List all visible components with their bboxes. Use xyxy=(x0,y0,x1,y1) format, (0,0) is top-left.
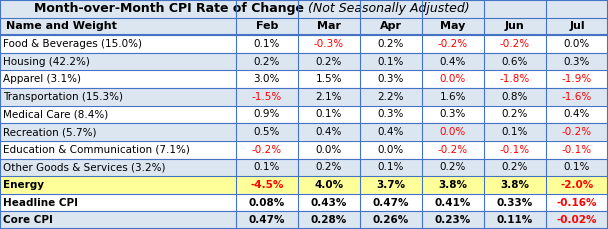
Text: Housing (42.2%): Housing (42.2%) xyxy=(3,57,90,67)
Bar xyxy=(0,53,608,71)
Text: 0.4%: 0.4% xyxy=(316,127,342,137)
Text: -0.3%: -0.3% xyxy=(314,39,344,49)
Text: May: May xyxy=(440,22,466,31)
Text: 0.3%: 0.3% xyxy=(378,74,404,84)
Text: 0.0%: 0.0% xyxy=(440,127,466,137)
Text: -4.5%: -4.5% xyxy=(250,180,283,190)
Text: -1.6%: -1.6% xyxy=(562,92,592,102)
Text: 0.2%: 0.2% xyxy=(378,39,404,49)
Text: -0.16%: -0.16% xyxy=(557,198,597,207)
Text: 0.0%: 0.0% xyxy=(440,74,466,84)
Text: 0.1%: 0.1% xyxy=(316,109,342,120)
Text: 0.4%: 0.4% xyxy=(378,127,404,137)
Text: Medical Care (8.4%): Medical Care (8.4%) xyxy=(3,109,108,120)
Text: 1.5%: 1.5% xyxy=(316,74,342,84)
Text: 2.2%: 2.2% xyxy=(378,92,404,102)
Text: Headline CPI: Headline CPI xyxy=(3,198,78,207)
Text: 0.8%: 0.8% xyxy=(502,92,528,102)
Bar xyxy=(0,88,608,106)
Bar xyxy=(0,35,608,53)
Text: -0.2%: -0.2% xyxy=(438,39,468,49)
Text: 0.1%: 0.1% xyxy=(378,57,404,67)
Text: Apparel (3.1%): Apparel (3.1%) xyxy=(3,74,81,84)
Text: -0.02%: -0.02% xyxy=(557,215,597,225)
Text: 0.47%: 0.47% xyxy=(249,215,285,225)
Bar xyxy=(0,71,608,88)
Text: 0.6%: 0.6% xyxy=(502,57,528,67)
Text: -2.0%: -2.0% xyxy=(561,180,593,190)
Text: 2.1%: 2.1% xyxy=(316,92,342,102)
Bar xyxy=(0,211,608,229)
Text: 1.6%: 1.6% xyxy=(440,92,466,102)
Text: 0.2%: 0.2% xyxy=(502,109,528,120)
Text: 0.08%: 0.08% xyxy=(249,198,285,207)
Text: 0.43%: 0.43% xyxy=(311,198,347,207)
Text: -1.8%: -1.8% xyxy=(500,74,530,84)
Text: Energy: Energy xyxy=(3,180,44,190)
Text: 3.8%: 3.8% xyxy=(500,180,530,190)
Text: 0.1%: 0.1% xyxy=(254,39,280,49)
Text: 0.3%: 0.3% xyxy=(378,109,404,120)
Text: Recreation (5.7%): Recreation (5.7%) xyxy=(3,127,97,137)
Text: 0.2%: 0.2% xyxy=(316,162,342,172)
Text: 0.9%: 0.9% xyxy=(254,109,280,120)
Bar xyxy=(0,18,608,35)
Text: 3.8%: 3.8% xyxy=(438,180,468,190)
Bar xyxy=(0,158,608,176)
Text: -1.5%: -1.5% xyxy=(252,92,282,102)
Text: -0.2%: -0.2% xyxy=(562,127,592,137)
Text: -0.2%: -0.2% xyxy=(500,39,530,49)
Bar xyxy=(0,176,608,194)
Text: -0.1%: -0.1% xyxy=(500,145,530,155)
Text: 0.3%: 0.3% xyxy=(564,57,590,67)
Text: 0.28%: 0.28% xyxy=(311,215,347,225)
Text: Education & Communication (7.1%): Education & Communication (7.1%) xyxy=(3,145,190,155)
Text: 0.2%: 0.2% xyxy=(502,162,528,172)
Text: 0.0%: 0.0% xyxy=(316,145,342,155)
Text: Jul: Jul xyxy=(569,22,585,31)
Text: 0.0%: 0.0% xyxy=(378,145,404,155)
Text: 0.2%: 0.2% xyxy=(254,57,280,67)
Bar xyxy=(0,194,608,211)
Text: 0.4%: 0.4% xyxy=(564,109,590,120)
Text: 0.2%: 0.2% xyxy=(316,57,342,67)
Text: 0.23%: 0.23% xyxy=(435,215,471,225)
Text: 0.33%: 0.33% xyxy=(497,198,533,207)
Text: 0.11%: 0.11% xyxy=(497,215,533,225)
Text: 0.3%: 0.3% xyxy=(440,109,466,120)
Text: -0.2%: -0.2% xyxy=(438,145,468,155)
Text: 4.0%: 4.0% xyxy=(314,180,344,190)
Text: Other Goods & Services (3.2%): Other Goods & Services (3.2%) xyxy=(3,162,165,172)
Text: 0.1%: 0.1% xyxy=(502,127,528,137)
Text: -0.2%: -0.2% xyxy=(252,145,282,155)
Text: Food & Beverages (15.0%): Food & Beverages (15.0%) xyxy=(3,39,142,49)
Bar xyxy=(0,0,608,18)
Text: 0.4%: 0.4% xyxy=(440,57,466,67)
Bar xyxy=(0,106,608,123)
Text: Month-over-Month CPI Rate of Change: Month-over-Month CPI Rate of Change xyxy=(34,2,304,15)
Text: Mar: Mar xyxy=(317,22,341,31)
Text: (Not Seasonally Adjusted): (Not Seasonally Adjusted) xyxy=(304,2,469,15)
Text: 0.41%: 0.41% xyxy=(435,198,471,207)
Text: Jun: Jun xyxy=(505,22,525,31)
Text: Core CPI: Core CPI xyxy=(3,215,53,225)
Text: Feb: Feb xyxy=(255,22,278,31)
Text: -0.1%: -0.1% xyxy=(562,145,592,155)
Text: 3.0%: 3.0% xyxy=(254,74,280,84)
Text: 0.0%: 0.0% xyxy=(564,39,590,49)
Text: Transportation (15.3%): Transportation (15.3%) xyxy=(3,92,123,102)
Text: 0.1%: 0.1% xyxy=(564,162,590,172)
Text: -1.9%: -1.9% xyxy=(562,74,592,84)
Bar xyxy=(0,141,608,158)
Text: 0.47%: 0.47% xyxy=(373,198,409,207)
Text: 0.26%: 0.26% xyxy=(373,215,409,225)
Text: 0.1%: 0.1% xyxy=(378,162,404,172)
Text: 0.5%: 0.5% xyxy=(254,127,280,137)
Text: Apr: Apr xyxy=(380,22,402,31)
Bar xyxy=(0,123,608,141)
Text: 0.2%: 0.2% xyxy=(440,162,466,172)
Text: Name and Weight: Name and Weight xyxy=(6,22,117,31)
Text: 3.7%: 3.7% xyxy=(376,180,406,190)
Text: 0.1%: 0.1% xyxy=(254,162,280,172)
